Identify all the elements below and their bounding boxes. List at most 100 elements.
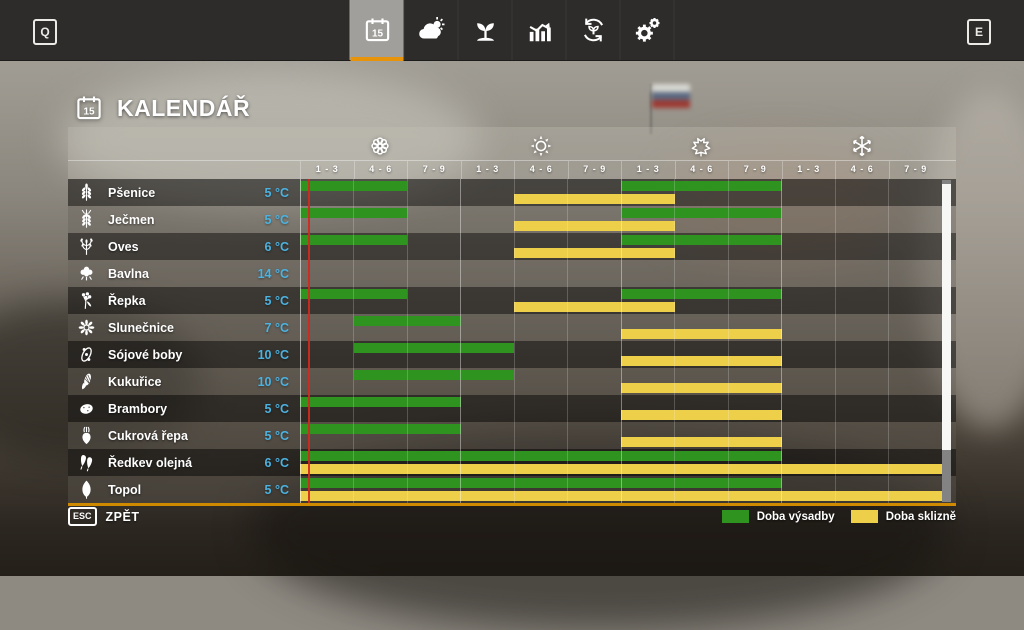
crop-temperature: 6 °C bbox=[264, 239, 289, 254]
crop-row[interactable]: Brambory 5 °C bbox=[68, 395, 956, 422]
season-winter bbox=[782, 127, 943, 160]
tab-settings[interactable] bbox=[619, 0, 675, 60]
crop-label: Oves 6 °C bbox=[68, 233, 300, 260]
crop-label: Bavlna 14 °C bbox=[68, 260, 300, 287]
crop-temperature: 5 °C bbox=[264, 293, 289, 308]
seedling-icon bbox=[470, 15, 500, 45]
crop-row[interactable]: Oves 6 °C bbox=[68, 233, 956, 260]
crop-name: Ředkev olejná bbox=[108, 455, 193, 470]
header-spacer bbox=[68, 161, 300, 179]
scrollbar[interactable] bbox=[942, 180, 951, 502]
crop-temperature: 5 °C bbox=[264, 212, 289, 227]
season-icon-row bbox=[68, 127, 956, 160]
footer-bar: ESC ZPĚT Doba výsadby Doba sklizně bbox=[68, 507, 956, 526]
crop-row[interactable]: Bavlna 14 °C bbox=[68, 260, 956, 287]
crop-name: Kukuřice bbox=[108, 374, 162, 389]
crop-timeline bbox=[300, 314, 942, 341]
period-label: 4 - 6 bbox=[835, 161, 889, 179]
planting-period-bar bbox=[621, 208, 782, 218]
period-label: 1 - 3 bbox=[621, 161, 675, 179]
crop-timeline bbox=[300, 233, 942, 260]
header-spacer bbox=[68, 127, 300, 160]
period-label: 4 - 6 bbox=[674, 161, 729, 179]
crop-temperature: 10 °C bbox=[257, 374, 289, 389]
crop-name: Slunečnice bbox=[108, 320, 174, 335]
crop-name: Řepka bbox=[108, 293, 146, 308]
background-haze bbox=[920, 90, 1024, 430]
crop-row[interactable]: Ječmen 5 °C bbox=[68, 206, 956, 233]
tab-calendar[interactable]: 15 bbox=[349, 0, 404, 61]
period-label: 4 - 6 bbox=[514, 161, 568, 179]
crop-timeline bbox=[300, 449, 942, 476]
period-label: 1 - 3 bbox=[300, 161, 354, 179]
crop-row[interactable]: Sójové boby 10 °C bbox=[68, 341, 956, 368]
planting-period-bar bbox=[300, 478, 782, 488]
key-e-badge[interactable]: E bbox=[967, 19, 991, 45]
crop-row[interactable]: Ředkev olejná 6 °C bbox=[68, 449, 956, 476]
tab-crop-rotation[interactable] bbox=[565, 0, 620, 60]
sun-icon bbox=[528, 133, 554, 160]
crop-temperature: 5 °C bbox=[264, 185, 289, 200]
legend: Doba výsadby Doba sklizně bbox=[721, 510, 956, 523]
crop-temperature: 5 °C bbox=[264, 482, 289, 497]
harvest-period-bar bbox=[621, 383, 782, 393]
page-header: 15 KALENDÁŘ bbox=[74, 93, 250, 123]
crop-label: Slunečnice 7 °C bbox=[68, 314, 300, 341]
cotton-icon bbox=[75, 263, 97, 285]
esc-key-badge: ESC bbox=[68, 507, 97, 526]
crop-label: Topol 5 °C bbox=[68, 476, 300, 503]
crop-name: Ječmen bbox=[108, 212, 155, 227]
harvest-period-bar bbox=[300, 491, 942, 501]
wheat-icon bbox=[75, 182, 97, 204]
scrollbar-thumb[interactable] bbox=[942, 184, 951, 450]
planting-period-bar bbox=[621, 289, 782, 299]
tab-weather[interactable] bbox=[403, 0, 458, 60]
crop-row[interactable]: Slunečnice 7 °C bbox=[68, 314, 956, 341]
tab-statistics[interactable] bbox=[511, 0, 566, 60]
potato-icon bbox=[75, 398, 97, 420]
season-spring bbox=[300, 127, 461, 160]
crop-name: Cukrová řepa bbox=[108, 428, 188, 443]
key-q-badge[interactable]: Q bbox=[33, 19, 57, 45]
back-button[interactable]: ESC ZPĚT bbox=[68, 507, 139, 526]
crop-name: Pšenice bbox=[108, 185, 156, 200]
legend-swatch-plant bbox=[721, 510, 749, 523]
crop-label: Kukuřice 10 °C bbox=[68, 368, 300, 395]
planting-period-bar bbox=[621, 181, 782, 191]
crop-temperature: 14 °C bbox=[257, 266, 289, 281]
planting-period-bar bbox=[300, 451, 782, 461]
corn-icon bbox=[75, 371, 97, 393]
harvest-period-bar bbox=[514, 248, 675, 258]
period-label: 1 - 3 bbox=[781, 161, 836, 179]
crop-row[interactable]: Kukuřice 10 °C bbox=[68, 368, 956, 395]
crop-row[interactable]: Řepka 5 °C bbox=[68, 287, 956, 314]
snowflake-icon bbox=[849, 133, 875, 160]
period-label: 7 - 9 bbox=[728, 161, 782, 179]
crop-temperature: 5 °C bbox=[264, 401, 289, 416]
legend-label: Doba výsadby bbox=[756, 510, 835, 523]
crop-label: Ředkev olejná 6 °C bbox=[68, 449, 300, 476]
crop-temperature: 10 °C bbox=[257, 347, 289, 362]
harvest-period-bar bbox=[621, 410, 782, 420]
crop-temperature: 7 °C bbox=[264, 320, 289, 335]
top-tab-bar: 15 bbox=[349, 0, 675, 61]
crop-row[interactable]: Pšenice 5 °C bbox=[68, 179, 956, 206]
crop-row[interactable]: Cukrová řepa 5 °C bbox=[68, 422, 956, 449]
flag-stripe bbox=[652, 100, 690, 108]
harvest-period-bar bbox=[514, 302, 675, 312]
flag bbox=[652, 84, 690, 108]
crop-name: Oves bbox=[108, 239, 139, 254]
oilseed-radish-icon bbox=[75, 452, 97, 474]
barley-icon bbox=[75, 209, 97, 231]
legend-item: Doba sklizně bbox=[850, 510, 956, 523]
crop-label: Brambory 5 °C bbox=[68, 395, 300, 422]
planting-period-bar bbox=[300, 208, 407, 218]
season-autumn bbox=[621, 127, 782, 160]
harvest-period-bar bbox=[621, 437, 782, 447]
sugar-beet-icon bbox=[75, 425, 97, 447]
crop-row[interactable]: Topol 5 °C bbox=[68, 476, 956, 503]
tab-crops[interactable] bbox=[457, 0, 512, 60]
background-trees-blur bbox=[0, 300, 200, 460]
